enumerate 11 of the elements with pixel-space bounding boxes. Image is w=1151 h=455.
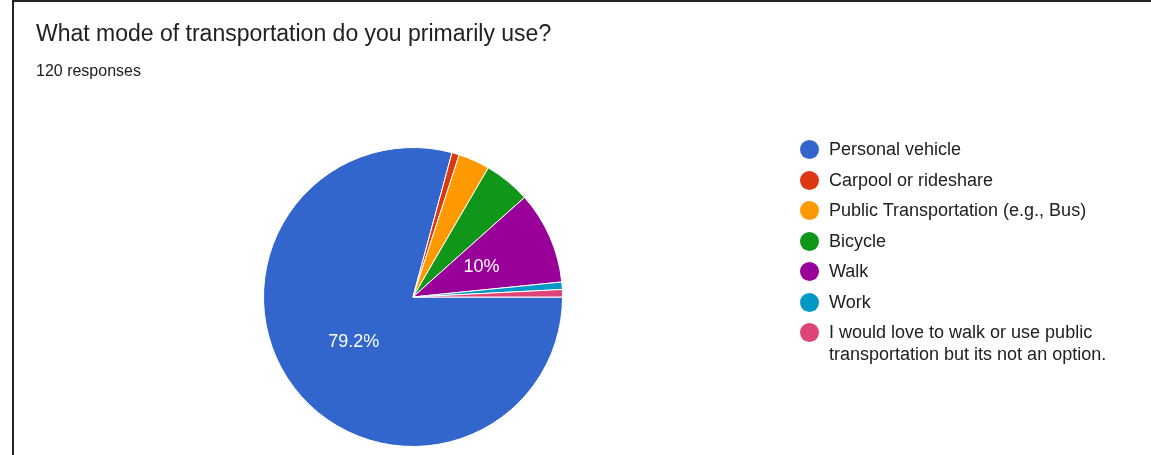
legend-label: I would love to walk or use public transportation but its not an option.	[829, 321, 1108, 365]
legend-label: Walk	[829, 260, 869, 282]
legend-label: Bicycle	[829, 229, 887, 252]
legend-label: Work	[829, 290, 871, 313]
legend-label: Personal vehicle	[829, 138, 962, 160]
text: 120 responses	[36, 62, 141, 80]
data-label: 79.2%	[328, 331, 380, 352]
chart-title: What mode of transportation do you primarily use?	[36, 20, 552, 47]
legend-label: Public Transportation (e.g., Bus)	[829, 199, 1087, 221]
data-label: 10%	[463, 255, 500, 276]
legend-label: Carpool or rideshare	[829, 168, 994, 191]
